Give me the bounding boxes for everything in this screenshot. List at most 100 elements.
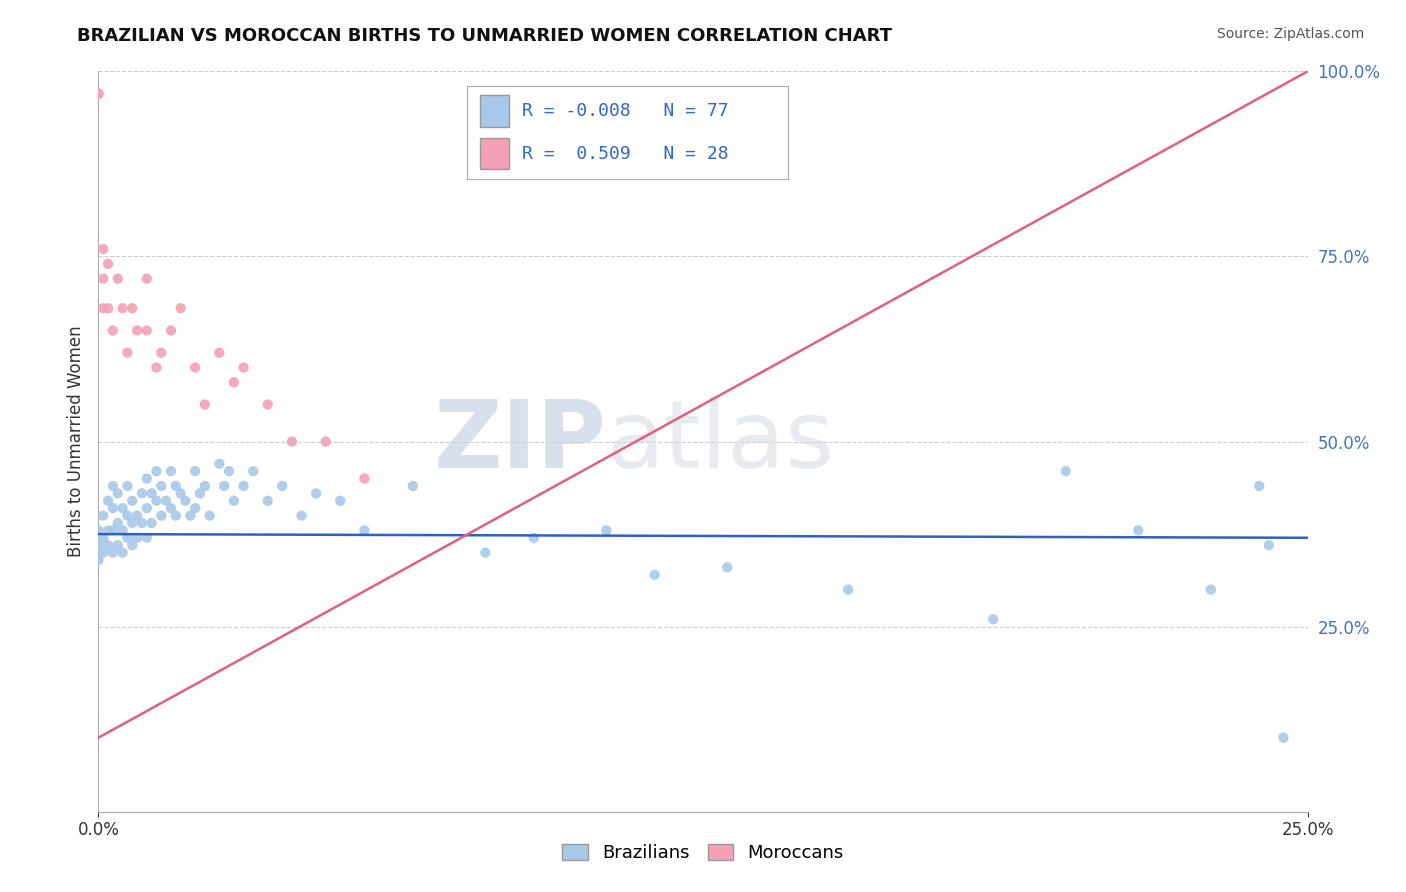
Point bbox=[121, 301, 143, 316]
Point bbox=[101, 524, 124, 538]
Point bbox=[837, 582, 859, 597]
Point bbox=[256, 398, 278, 412]
Point bbox=[135, 271, 157, 285]
Point bbox=[595, 524, 617, 538]
Point bbox=[242, 464, 264, 478]
Point bbox=[208, 457, 231, 471]
Point bbox=[1272, 731, 1295, 745]
Point bbox=[174, 493, 197, 508]
Point bbox=[127, 508, 149, 523]
Point bbox=[87, 87, 110, 101]
Point bbox=[141, 516, 163, 530]
Point bbox=[353, 524, 375, 538]
Point bbox=[111, 546, 134, 560]
Point bbox=[107, 271, 129, 285]
Point bbox=[208, 345, 231, 359]
Point bbox=[169, 301, 191, 316]
Text: BRAZILIAN VS MOROCCAN BIRTHS TO UNMARRIED WOMEN CORRELATION CHART: BRAZILIAN VS MOROCCAN BIRTHS TO UNMARRIE… bbox=[77, 27, 893, 45]
Point bbox=[232, 479, 254, 493]
Point bbox=[1054, 464, 1077, 478]
Point bbox=[107, 516, 129, 530]
Text: atlas: atlas bbox=[606, 395, 835, 488]
Point bbox=[184, 360, 207, 375]
Text: Source: ZipAtlas.com: Source: ZipAtlas.com bbox=[1216, 27, 1364, 41]
Point bbox=[160, 464, 183, 478]
Legend: Brazilians, Moroccans: Brazilians, Moroccans bbox=[555, 837, 851, 870]
Point bbox=[107, 486, 129, 500]
Point bbox=[91, 546, 114, 560]
Point bbox=[315, 434, 337, 449]
Point bbox=[121, 516, 143, 530]
Point bbox=[97, 301, 120, 316]
Point bbox=[111, 501, 134, 516]
Point bbox=[131, 486, 153, 500]
Point bbox=[1199, 582, 1222, 597]
Point bbox=[184, 501, 207, 516]
Point bbox=[150, 508, 173, 523]
Point bbox=[111, 301, 134, 316]
Text: ZIP: ZIP bbox=[433, 395, 606, 488]
Point bbox=[97, 493, 120, 508]
Point bbox=[117, 479, 139, 493]
Point bbox=[145, 493, 167, 508]
Point bbox=[127, 324, 149, 338]
Point bbox=[305, 486, 328, 500]
Y-axis label: Births to Unmarried Women: Births to Unmarried Women bbox=[66, 326, 84, 558]
Point bbox=[194, 479, 217, 493]
Point bbox=[117, 345, 139, 359]
Point bbox=[117, 508, 139, 523]
Point bbox=[87, 524, 110, 538]
Point bbox=[145, 464, 167, 478]
Point bbox=[222, 493, 245, 508]
Point bbox=[145, 360, 167, 375]
Point bbox=[111, 524, 134, 538]
Point bbox=[91, 301, 114, 316]
Point bbox=[188, 486, 211, 500]
Point bbox=[232, 360, 254, 375]
Point bbox=[91, 242, 114, 256]
Point bbox=[184, 464, 207, 478]
Point bbox=[97, 524, 120, 538]
Point bbox=[107, 538, 129, 552]
Point bbox=[101, 501, 124, 516]
Point bbox=[101, 324, 124, 338]
Point bbox=[131, 516, 153, 530]
Point bbox=[101, 546, 124, 560]
Point bbox=[165, 479, 187, 493]
Point bbox=[101, 479, 124, 493]
Point bbox=[160, 501, 183, 516]
Point bbox=[212, 479, 235, 493]
Point bbox=[402, 479, 425, 493]
Point bbox=[121, 538, 143, 552]
Point bbox=[169, 486, 191, 500]
Point bbox=[91, 508, 114, 523]
Point bbox=[160, 324, 183, 338]
Point bbox=[91, 531, 114, 545]
Point bbox=[91, 271, 114, 285]
Point bbox=[150, 479, 173, 493]
Point bbox=[474, 546, 496, 560]
Point bbox=[97, 538, 120, 552]
Point bbox=[218, 464, 240, 478]
Point bbox=[198, 508, 221, 523]
Point bbox=[135, 531, 157, 545]
Point bbox=[256, 493, 278, 508]
Point bbox=[716, 560, 738, 574]
Point bbox=[1128, 524, 1150, 538]
Point bbox=[87, 553, 110, 567]
Point bbox=[155, 493, 177, 508]
Point bbox=[165, 508, 187, 523]
Point bbox=[271, 479, 294, 493]
Point bbox=[150, 345, 173, 359]
Point bbox=[117, 531, 139, 545]
Point bbox=[179, 508, 201, 523]
Point bbox=[329, 493, 352, 508]
Point bbox=[194, 398, 217, 412]
Point bbox=[87, 538, 110, 552]
Point bbox=[87, 87, 110, 101]
Point bbox=[290, 508, 312, 523]
Point bbox=[353, 471, 375, 485]
Point bbox=[981, 612, 1004, 626]
Point bbox=[1257, 538, 1279, 552]
Point bbox=[141, 486, 163, 500]
